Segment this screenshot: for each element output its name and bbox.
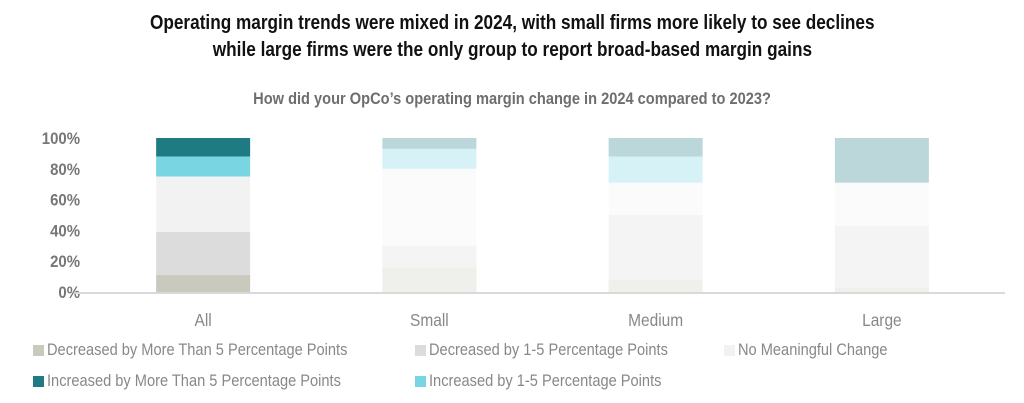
bar-segment: [834, 138, 929, 183]
x-tick-label: Small: [410, 310, 449, 330]
legend-swatch: [415, 375, 426, 387]
chart-subtitle-text: How did your OpCo’s operating margin cha…: [253, 89, 771, 108]
bar-segment: [608, 215, 703, 280]
bar-segment: [382, 138, 477, 149]
legend-label: Increased by 1-5 Percentage Points: [429, 371, 662, 390]
chart-title: Operating margin trends were mixed in 20…: [0, 10, 1024, 64]
chart-title-line-1: Operating margin trends were mixed in 20…: [149, 12, 875, 34]
bar-segment: [382, 148, 477, 169]
legend-item: Increased by More Than 5 Percentage Poin…: [33, 371, 389, 391]
legend-label: No Meaningful Change: [738, 340, 888, 359]
bar-segment: [382, 267, 477, 292]
legend-label: Decreased by 1-5 Percentage Points: [429, 340, 668, 359]
bar-segment: [382, 245, 477, 268]
bar-segment: [156, 156, 251, 177]
y-tick-label: 100%: [42, 130, 80, 148]
x-tick-label: Medium: [628, 310, 683, 330]
bar-segment: [156, 138, 251, 157]
legend-item: Decreased by More Than 5 Percentage Poin…: [33, 340, 396, 360]
legend-swatch: [33, 344, 44, 356]
y-tick-label: 60%: [50, 192, 80, 210]
chart-title-line-2: while large firms were the only group to…: [212, 39, 812, 61]
bar-segment: [834, 182, 929, 226]
legend-label: Increased by More Than 5 Percentage Poin…: [47, 371, 341, 390]
x-tick-label: Large: [862, 310, 902, 330]
bar-segment: [608, 182, 703, 215]
legend-label: Decreased by More Than 5 Percentage Poin…: [47, 340, 348, 359]
legend-swatch: [724, 344, 735, 356]
chart-subtitle: How did your OpCo’s operating margin cha…: [0, 89, 1024, 109]
bar-segment: [608, 279, 703, 292]
legend: Decreased by More Than 5 Percentage Poin…: [0, 336, 1024, 396]
bar-segment: [156, 231, 251, 276]
bar-segment: [608, 156, 703, 183]
bar-segment: [834, 287, 929, 292]
legend-swatch: [415, 344, 426, 356]
x-tick-label: All: [195, 310, 212, 330]
legend-item: Decreased by 1-5 Percentage Points: [415, 340, 707, 360]
y-tick-label: 40%: [50, 223, 80, 241]
bar-segment: [608, 138, 703, 157]
bar-segment: [382, 168, 477, 246]
legend-swatch: [33, 375, 44, 387]
y-tick-label: 80%: [50, 161, 80, 179]
legend-item: Increased by 1-5 Percentage Points: [415, 371, 699, 391]
bar-segment: [834, 225, 929, 288]
bar-segment: [156, 275, 251, 292]
legend-item: No Meaningful Change: [724, 340, 912, 360]
bar-segment: [156, 176, 251, 232]
y-tick-label: 0%: [58, 284, 80, 302]
y-tick-label: 20%: [50, 253, 80, 271]
